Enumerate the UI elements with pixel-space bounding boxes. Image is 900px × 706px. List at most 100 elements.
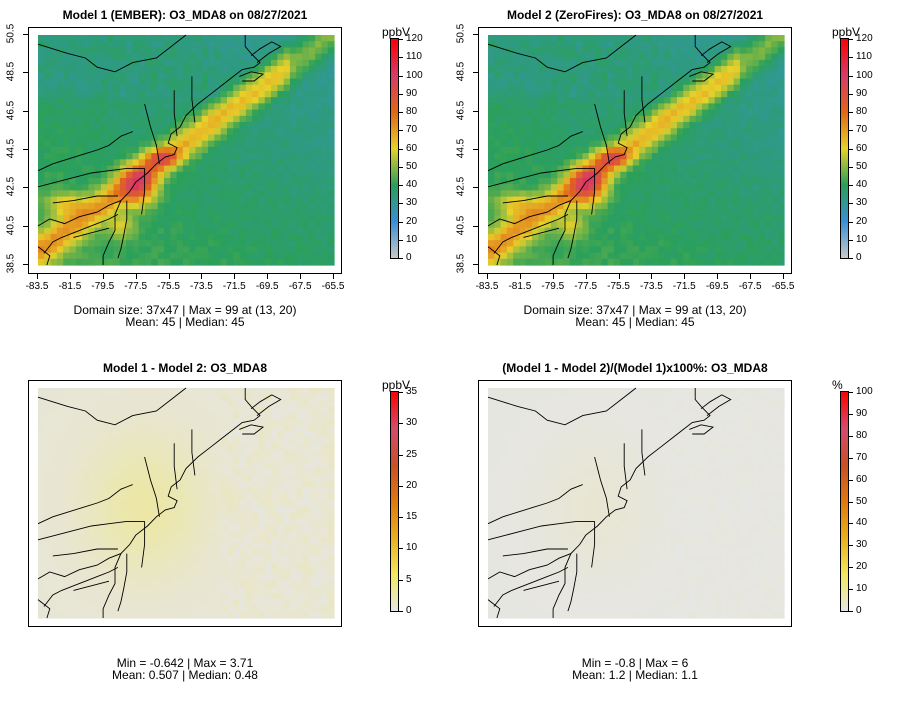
grid-cell [82,246,89,254]
grid-cell [639,227,647,235]
grid-cell [132,394,140,402]
grid-cell [639,97,647,104]
x-tick-mark [618,274,620,279]
grid-cell [563,140,571,148]
grid-cell [100,543,108,551]
grid-cell [100,41,108,49]
grid-cell [532,140,539,148]
grid-cell [683,190,691,198]
grid-cell [264,202,272,210]
grid-cell [126,227,134,235]
grid-cell [50,109,58,117]
grid-cell [56,41,64,49]
grid-cell [82,84,89,92]
grid-cell [226,215,234,223]
grid-cell [544,109,552,117]
grid-cell [208,240,215,247]
grid-cell [94,215,102,223]
grid-cell [233,177,241,185]
grid-cell [195,128,203,136]
grid-cell [38,146,45,154]
grid-cell [525,90,533,98]
grid-cell [613,240,621,247]
grid-cell [189,530,197,538]
grid-cell [563,128,571,136]
grid-cell [582,66,590,73]
grid-cell [557,258,565,266]
grid-cell [283,443,291,451]
grid-cell [82,462,89,470]
grid-cell [321,462,329,470]
grid-cell [82,209,89,216]
grid-cell [50,518,58,526]
grid-cell [113,140,121,148]
grid-cell [226,394,234,402]
grid-cell [56,419,64,426]
grid-cell [214,72,222,80]
grid-cell [494,66,502,73]
grid-cell [576,171,584,179]
grid-cell [714,97,722,104]
grid-cell [38,400,45,408]
grid-cell [38,184,45,192]
grid-cell [239,512,247,520]
grid-cell [88,555,96,563]
grid-cell [170,202,178,210]
grid-cell [557,227,565,235]
grid-cell [296,462,304,470]
grid-cell [588,159,596,167]
grid-cell [283,97,291,104]
grid-cell [44,406,52,414]
grid-cell [113,84,121,92]
grid-cell [525,53,533,61]
grid-cell [308,462,316,470]
grid-cell [56,394,64,402]
grid-cell [689,215,697,223]
grid-cell [289,215,297,223]
grid-cell [569,140,577,148]
grid-cell [82,530,89,538]
grid-cell [233,72,241,80]
grid-cell [264,443,272,451]
grid-cell [676,171,684,179]
grid-cell [63,84,71,92]
grid-cell [264,537,272,545]
grid-cell [296,530,304,538]
grid-cell [727,171,735,179]
grid-cell [189,518,197,526]
grid-cell [315,196,323,204]
grid-cell [506,78,514,86]
grid-cell [258,209,266,216]
grid-cell [525,41,533,49]
grid-cell [727,165,735,173]
grid-cell [708,184,716,192]
grid-cell [689,35,697,42]
grid-cell [88,221,96,229]
grid-cell [538,140,546,148]
grid-cell [63,499,71,507]
grid-cell [576,72,584,80]
grid-cell [632,140,640,148]
grid-cell [233,419,241,426]
grid-cell [63,115,71,123]
grid-cell [163,530,171,538]
grid-cell [69,215,77,223]
grid-cell [569,221,577,229]
grid-cell [239,109,247,117]
x-tick-label: -81.5 [58,281,82,292]
grid-cell [69,499,77,507]
grid-cell [550,240,558,247]
grid-cell [170,506,178,513]
grid-cell [44,468,52,476]
grid-cell [245,518,253,526]
grid-cell [226,456,234,464]
grid-cell [233,493,241,501]
grid-cell [88,481,96,489]
grid-cell [315,240,323,247]
grid-cell [94,493,102,501]
grid-cell [56,97,64,104]
grid-cell [145,537,152,545]
boundary-line [700,41,732,63]
grid-cell [208,462,215,470]
grid-cell [201,437,209,445]
